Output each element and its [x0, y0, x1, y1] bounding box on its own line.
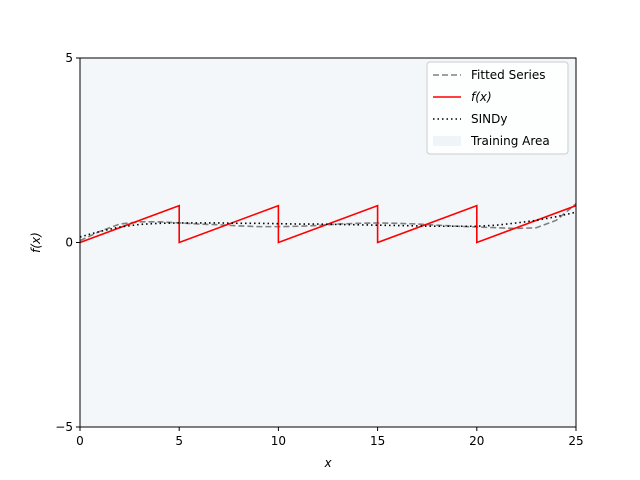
x-tick-label: 20 — [469, 434, 484, 448]
x-axis-label: x — [323, 456, 332, 470]
legend-label: SINDy — [471, 112, 507, 126]
legend-label: Training Area — [470, 134, 550, 148]
x-tick-label: 15 — [370, 434, 385, 448]
y-axis-label: f(x) — [29, 232, 43, 253]
x-tick-label: 5 — [175, 434, 183, 448]
x-tick-label: 25 — [568, 434, 583, 448]
x-tick-label: 10 — [271, 434, 286, 448]
y-tick-label: 5 — [65, 51, 73, 65]
y-tick-label: −5 — [55, 420, 73, 434]
series-line-sindy — [79, 211, 577, 238]
legend-box — [426, 61, 569, 155]
series-line-f-x- — [79, 204, 577, 244]
x-axis-ticks: 0 5 10 15 20 25 — [76, 427, 584, 448]
legend: Fitted Series f(x) SINDy Training Area — [426, 61, 569, 155]
legend-swatch — [433, 136, 461, 146]
legend-label: Fitted Series — [471, 68, 546, 82]
y-tick-label: 0 — [65, 236, 73, 250]
legend-label: f(x) — [471, 90, 492, 104]
series-layer — [79, 203, 577, 244]
y-axis-ticks: −5 0 5 — [55, 51, 80, 434]
series-line-fitted-series — [79, 203, 577, 242]
x-tick-label: 0 — [76, 434, 84, 448]
